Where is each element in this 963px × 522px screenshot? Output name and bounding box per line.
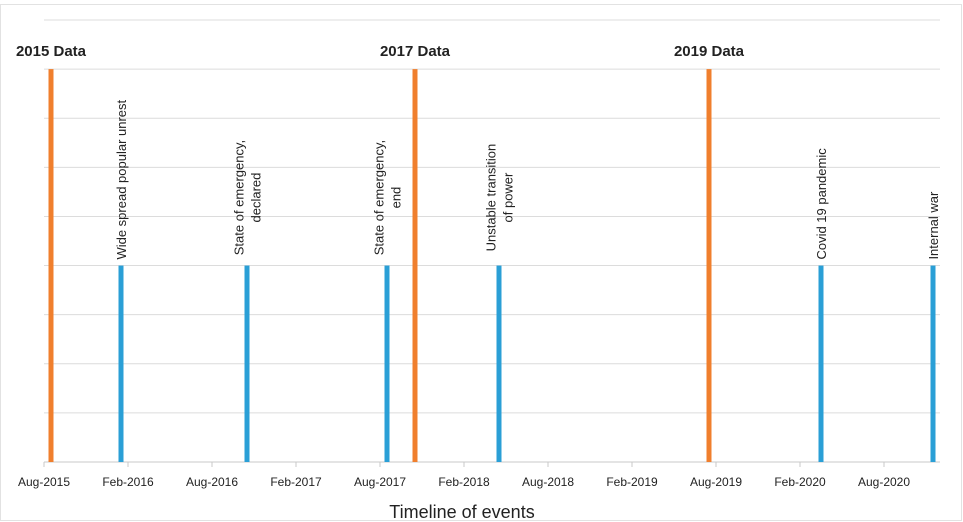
x-tick-label: Feb-2019 (606, 475, 658, 489)
event-annotation: 2017 Data (380, 43, 451, 60)
x-tick-label: Aug-2018 (522, 475, 574, 489)
event-bar (496, 265, 502, 462)
event-annotation: 2015 Data (16, 43, 87, 60)
event-label: State of emergency, declared (232, 140, 264, 255)
event-label-line: Internal war (926, 191, 941, 260)
event-label-line: declared (249, 173, 264, 223)
x-axis-title: Timeline of events (389, 502, 534, 522)
event-bar (48, 69, 54, 462)
event-bar (412, 69, 418, 462)
event-label: Wide spread popular unrest (114, 99, 129, 259)
x-tick-label: Aug-2019 (690, 475, 742, 489)
event-bar (384, 265, 390, 462)
event-annotation: 2019 Data (674, 43, 745, 60)
x-tick-label: Feb-2017 (270, 475, 322, 489)
event-label-line: State of emergency, (372, 140, 387, 255)
event-label: Unstable transition of power (484, 144, 516, 252)
event-label: Internal war (926, 191, 941, 260)
event-bar (244, 265, 250, 462)
x-tick-label: Aug-2015 (18, 475, 70, 489)
event-label-line: Covid 19 pandemic (814, 148, 829, 260)
event-bar (118, 265, 124, 462)
x-tick-label: Aug-2017 (354, 475, 406, 489)
event-label-line: State of emergency, (232, 140, 247, 255)
x-tick-label: Aug-2020 (858, 475, 910, 489)
event-label-line: of power (501, 172, 516, 223)
x-tick-label: Feb-2020 (774, 475, 826, 489)
x-tick-label: Feb-2016 (102, 475, 154, 489)
event-label: State of emergency, end (372, 140, 404, 255)
event-bar (706, 69, 712, 462)
x-tick-label: Feb-2018 (438, 475, 490, 489)
event-label: Covid 19 pandemic (814, 148, 829, 260)
event-label-line: Wide spread popular unrest (114, 99, 129, 259)
event-bar (818, 265, 824, 462)
x-tick-label: Aug-2016 (186, 475, 238, 489)
chart-frame (0, 4, 962, 521)
event-bar (930, 265, 936, 462)
event-label-line: Unstable transition (484, 144, 499, 252)
event-label-line: end (389, 187, 404, 209)
